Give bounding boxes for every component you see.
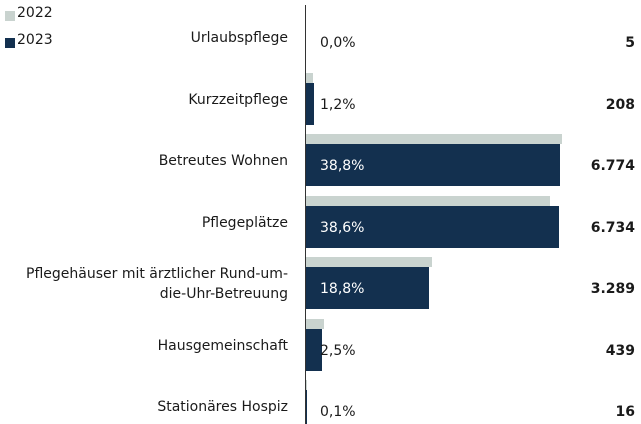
value-label: 18,8% (320, 281, 365, 297)
bar (306, 195, 551, 206)
value-label: 0,1% (320, 404, 356, 420)
bar (306, 205, 559, 248)
count-label: 6.734 (590, 219, 635, 236)
bar (306, 328, 323, 371)
category-label: Betreutes Wohnen (158, 153, 288, 169)
count-label: 5 (625, 35, 635, 51)
value-label: 2,5% (320, 342, 356, 359)
bar (306, 390, 307, 424)
bar (306, 134, 562, 144)
count-label: 3.289 (590, 281, 635, 297)
category-label: Urlaubspflege (190, 30, 288, 46)
legend-label: 2023 (17, 32, 53, 48)
legend-swatch (5, 11, 15, 21)
bar (306, 72, 314, 83)
bar (306, 318, 324, 329)
legend-label: 2022 (17, 5, 53, 21)
bar (306, 144, 561, 186)
count-label: 208 (605, 96, 635, 113)
value-label: 38,8% (320, 158, 365, 174)
category-label: Pflegehäuser mit ärztlicher Rund-um- die… (26, 266, 288, 302)
bar (306, 380, 307, 390)
axis-line (305, 5, 306, 424)
category-label: Stationäres Hospiz (157, 399, 288, 415)
count-label: 6.774 (590, 158, 635, 174)
value-label: 1,2% (320, 96, 356, 113)
count-label: 16 (615, 404, 635, 420)
category-label: Hausgemeinschaft (157, 337, 288, 354)
bar (306, 267, 430, 309)
category-label: Kurzzeitpflege (188, 91, 288, 108)
count-label: 439 (605, 342, 635, 359)
legend-swatch (5, 38, 15, 48)
category-label: Pflegeplätze (201, 214, 288, 231)
value-label: 38,6% (320, 219, 365, 236)
bar (306, 257, 432, 267)
bar (306, 82, 314, 125)
value-label: 0,0% (320, 35, 356, 51)
